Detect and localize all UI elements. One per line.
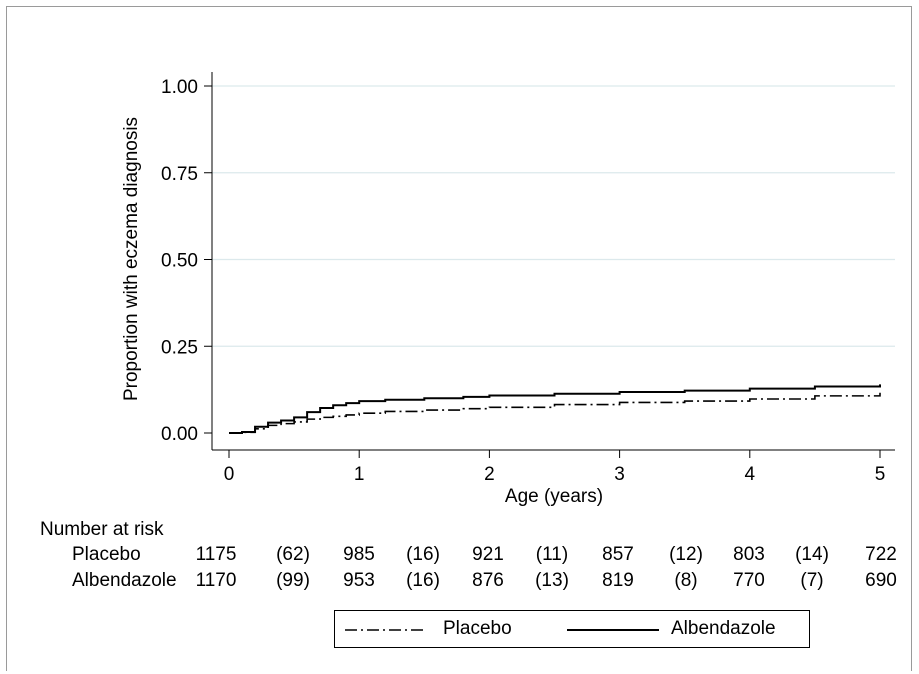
figure-frame — [6, 6, 912, 671]
legend: Placebo Albendazole — [334, 610, 810, 648]
risk-table-title: Number at risk — [40, 519, 164, 540]
y-tick-label: 0.75 — [161, 164, 198, 185]
risk-cell: (7) — [800, 570, 824, 591]
risk-cell: 1175 — [195, 544, 237, 565]
series-line-albendazole — [229, 384, 881, 434]
x-tick-label: 3 — [614, 464, 625, 485]
risk-cell: (14) — [795, 544, 829, 565]
x-tick-label: 0 — [224, 464, 235, 485]
series-line-placebo — [229, 392, 881, 434]
risk-cell: 1170 — [195, 570, 237, 591]
y-tick-label: 1.00 — [161, 77, 198, 98]
risk-cell: 690 — [865, 570, 897, 591]
y-tick-label: 0.25 — [161, 337, 198, 358]
risk-cell: (16) — [406, 570, 440, 591]
risk-row-label-albendazole: Albendazole — [72, 570, 177, 591]
risk-cell: 770 — [733, 570, 765, 591]
risk-cell: 985 — [343, 544, 375, 565]
x-tick-label: 2 — [484, 464, 495, 485]
risk-cell: 819 — [602, 570, 634, 591]
x-tick-label: 4 — [745, 464, 756, 485]
risk-cell: 876 — [472, 570, 504, 591]
risk-cell: (13) — [535, 570, 569, 591]
risk-cell: (12) — [669, 544, 703, 565]
risk-cell: 722 — [865, 544, 897, 565]
risk-row-label-placebo: Placebo — [72, 544, 141, 565]
risk-cell: 857 — [602, 544, 634, 565]
x-axis-title: Age (years) — [505, 486, 603, 507]
risk-cell: (16) — [406, 544, 440, 565]
x-tick-label: 5 — [875, 464, 886, 485]
risk-cell: 803 — [733, 544, 765, 565]
risk-cell: 953 — [343, 570, 375, 591]
legend-label-placebo: Placebo — [443, 618, 512, 639]
legend-label-albendazole: Albendazole — [671, 618, 776, 639]
y-tick-label: 0.50 — [161, 251, 198, 272]
risk-cell: (8) — [674, 570, 698, 591]
risk-cell: (11) — [535, 544, 569, 565]
y-axis-title: Proportion with eczema diagnosis — [121, 117, 142, 401]
y-tick-label: 0.00 — [161, 424, 198, 445]
risk-cell: 921 — [472, 544, 504, 565]
risk-cell: (99) — [276, 570, 310, 591]
risk-cell: (62) — [276, 544, 310, 565]
x-tick-label: 1 — [354, 464, 365, 485]
